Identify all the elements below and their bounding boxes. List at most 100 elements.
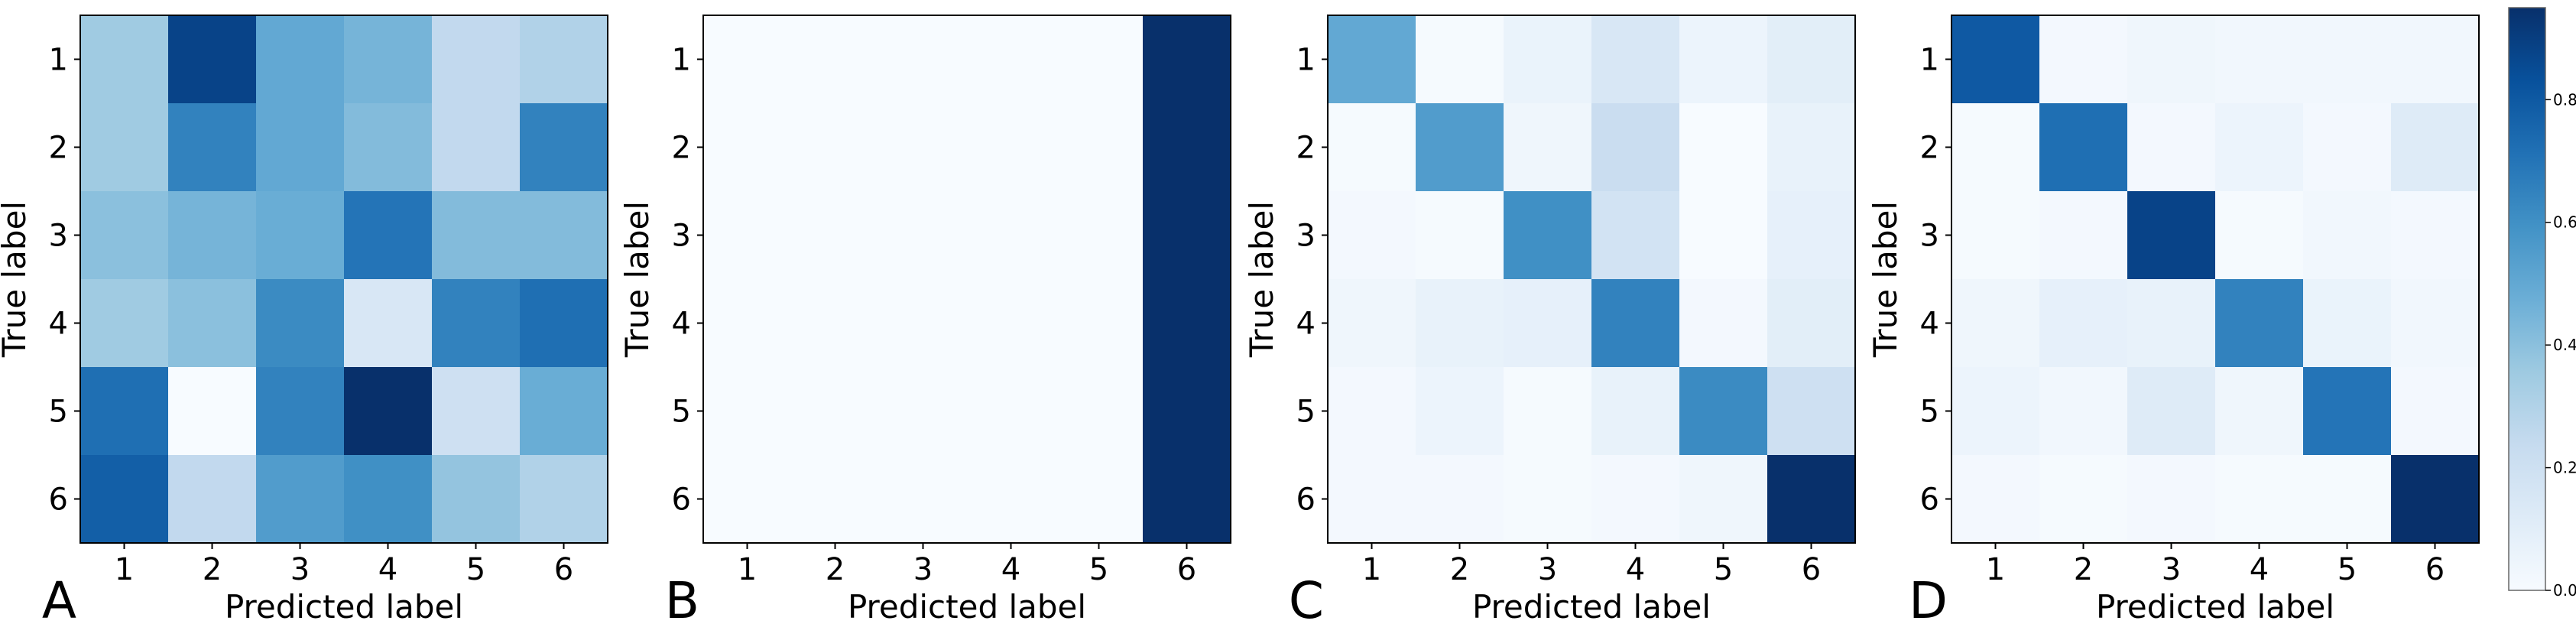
cell-r4-c6 xyxy=(2391,279,2480,368)
cell-r1-c1 xyxy=(1951,15,2040,104)
cell-r2-c3 xyxy=(2127,103,2216,192)
cell-r6-c3 xyxy=(2127,455,2216,544)
y-tick-label: 1 xyxy=(672,43,691,78)
cell-r5-c1 xyxy=(1951,367,2040,456)
cell-r6-c3 xyxy=(879,455,968,544)
cell-r3-c2 xyxy=(791,191,880,280)
cell-r1-c6 xyxy=(520,15,608,104)
cell-r3-c4 xyxy=(344,191,433,280)
cell-r4-c4 xyxy=(344,279,433,368)
cell-r1-c2 xyxy=(168,15,257,104)
panels-group: 1 2 3 4 5 6 1 2 3 4 5 6 Predicted label True label A 1 2… xyxy=(0,15,2480,630)
cell-r2-c1 xyxy=(1328,103,1416,192)
cell-r1-c3 xyxy=(256,15,345,104)
colorbar-tick-label: 0.6 xyxy=(2553,213,2576,232)
cell-r4-c6 xyxy=(520,279,608,368)
cell-r4-c3 xyxy=(879,279,968,368)
cell-r5-c1 xyxy=(1328,367,1416,456)
cell-r5-c5 xyxy=(2303,367,2392,456)
y-tick-label: 1 xyxy=(49,43,68,78)
x-tick-label: 6 xyxy=(554,552,573,587)
cell-r6-c5 xyxy=(1679,455,1768,544)
cell-r1-c4 xyxy=(967,15,1056,104)
y-tick-label: 4 xyxy=(1920,307,1939,342)
cell-r2-c2 xyxy=(168,103,257,192)
x-tick-label: 3 xyxy=(1538,552,1557,587)
y-tick-label: 4 xyxy=(672,307,691,342)
cell-r1-c2 xyxy=(2039,15,2128,104)
cell-r3-c5 xyxy=(1679,191,1768,280)
cell-r6-c3 xyxy=(256,455,345,544)
y-tick-label: 6 xyxy=(49,483,68,518)
x-tick-label: 1 xyxy=(115,552,134,587)
y-tick-label: 2 xyxy=(49,131,68,166)
cell-r6-c2 xyxy=(168,455,257,544)
y-tick-label: 4 xyxy=(1296,307,1316,342)
cell-r2-c3 xyxy=(879,103,968,192)
cell-r2-c2 xyxy=(1416,103,1504,192)
cell-r6-c5 xyxy=(432,455,521,544)
cell-r6-c2 xyxy=(2039,455,2128,544)
cell-r1-c1 xyxy=(1328,15,1416,104)
cell-r3-c2 xyxy=(2039,191,2128,280)
cell-r6-c3 xyxy=(1504,455,1592,544)
cell-r2-c4 xyxy=(967,103,1056,192)
cell-r1-c6 xyxy=(1143,15,1231,104)
colorbar-tick-label: 0.4 xyxy=(2553,336,2576,354)
cell-r2-c1 xyxy=(80,103,169,192)
cell-r1-c3 xyxy=(879,15,968,104)
x-tick-label: 2 xyxy=(826,552,845,587)
cell-r2-c3 xyxy=(1504,103,1592,192)
cell-r1-c2 xyxy=(1416,15,1504,104)
x-tick-label: 3 xyxy=(2162,552,2181,587)
cell-r5-c3 xyxy=(2127,367,2216,456)
cell-r4-c2 xyxy=(1416,279,1504,368)
cell-r2-c5 xyxy=(1055,103,1144,192)
cell-r5-c1 xyxy=(703,367,792,456)
colorbar-tick-label: 0.2 xyxy=(2553,459,2576,477)
cell-r2-c4 xyxy=(2215,103,2304,192)
cell-r5-c3 xyxy=(256,367,345,456)
cell-r4-c4 xyxy=(2215,279,2304,368)
cell-r4-c2 xyxy=(791,279,880,368)
cell-r3-c5 xyxy=(2303,191,2392,280)
cell-r5-c3 xyxy=(1504,367,1592,456)
cell-r4-c2 xyxy=(168,279,257,368)
panel-A: 1 2 3 4 5 6 1 2 3 4 5 6 Predicted label True label A xyxy=(0,15,608,630)
cell-r1-c4 xyxy=(2215,15,2304,104)
cell-r5-c2 xyxy=(791,367,880,456)
cell-r3-c1 xyxy=(1328,191,1416,280)
y-tick-label: 2 xyxy=(1920,131,1939,166)
cell-r2-c6 xyxy=(2391,103,2480,192)
cell-r6-c4 xyxy=(1591,455,1680,544)
plot-frame xyxy=(702,15,1231,544)
x-tick-label: 2 xyxy=(1450,552,1469,587)
cell-r5-c2 xyxy=(168,367,257,456)
x-tick-label: 5 xyxy=(466,552,485,587)
cell-r1-c3 xyxy=(1504,15,1592,104)
x-tick-label: 3 xyxy=(913,552,933,587)
cell-r5-c1 xyxy=(80,367,169,456)
cell-r4-c5 xyxy=(2303,279,2392,368)
cell-r1-c5 xyxy=(1679,15,1768,104)
y-tick-label: 5 xyxy=(1920,395,1939,430)
cell-r2-c3 xyxy=(256,103,345,192)
cell-r1-c6 xyxy=(1767,15,1856,104)
x-tick-label: 6 xyxy=(2425,552,2445,587)
y-tick-label: 5 xyxy=(49,395,68,430)
cell-r2-c6 xyxy=(520,103,608,192)
x-tick-label: 4 xyxy=(378,552,397,587)
panel-D: 1 2 3 4 5 6 1 2 3 4 5 6 Predicted label True label D xyxy=(1867,15,2480,630)
y-tick-label: 3 xyxy=(49,219,68,254)
x-tick-label: 5 xyxy=(1714,552,1733,587)
cell-r4-c2 xyxy=(2039,279,2128,368)
colorbar: 0.0 0.2 0.4 0.6 0.8 xyxy=(2508,7,2576,600)
x-tick-label: 1 xyxy=(738,552,757,587)
cell-r4-c4 xyxy=(967,279,1056,368)
x-axis-label: Predicted label xyxy=(1472,588,1711,626)
cell-r2-c5 xyxy=(2303,103,2392,192)
y-tick-label: 6 xyxy=(672,483,691,518)
cell-r5-c5 xyxy=(1055,367,1144,456)
cell-r1-c3 xyxy=(2127,15,2216,104)
